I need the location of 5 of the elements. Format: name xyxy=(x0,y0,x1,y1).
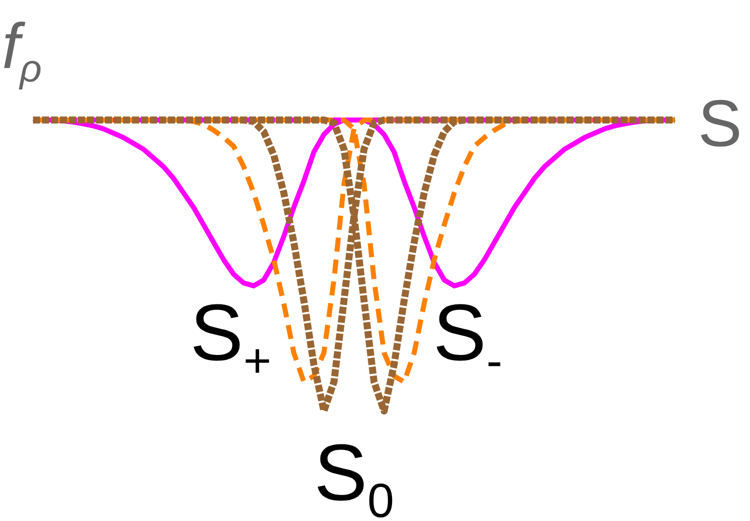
annotation: S$_{+}$ xyxy=(190,288,272,388)
annotation: S$_{-}$ xyxy=(433,288,502,388)
x-axis-title: S xyxy=(698,86,742,160)
text: S$_{0}$ xyxy=(314,428,394,521)
y-axis-title: f$_{ρ}$ xyxy=(2,10,42,90)
